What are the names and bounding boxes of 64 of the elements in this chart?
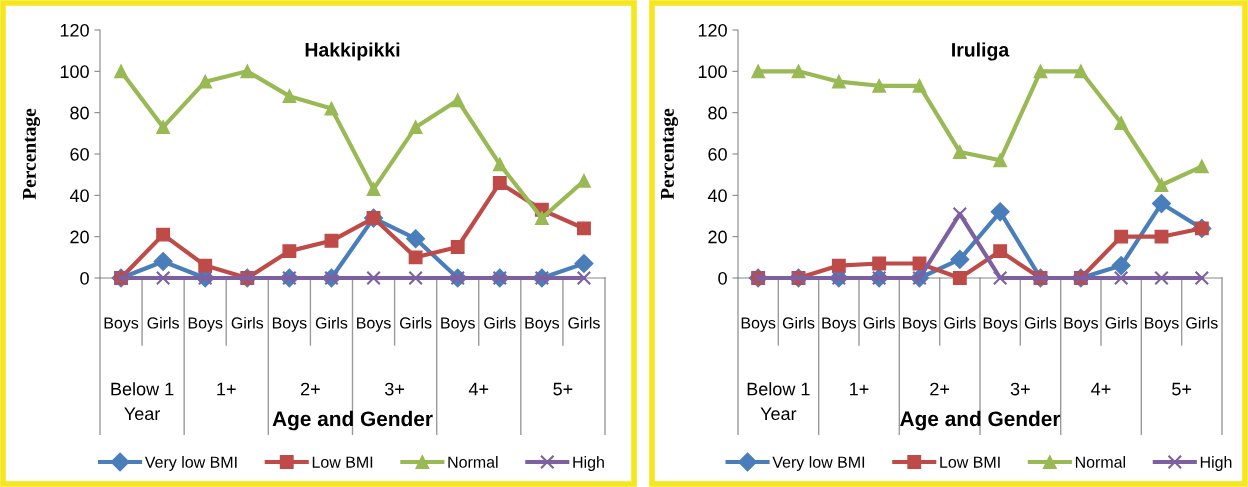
x-tick-label: Girls — [782, 316, 815, 329]
text: Hakkipikki — [305, 42, 400, 61]
y-tick-label: 100 — [698, 65, 727, 79]
text: 4+ — [1091, 382, 1111, 396]
x-tick-label: Girls — [1186, 316, 1218, 329]
legend-label: Low BMI — [312, 456, 373, 468]
x-tick-label: Boys — [188, 317, 223, 332]
text: Below 1 Year — [111, 382, 174, 421]
y-tick-label: 80 — [708, 106, 727, 120]
text: 1+ — [217, 382, 236, 396]
x-tick-label: Girls — [147, 316, 179, 329]
x-tick-label: Boys — [525, 317, 560, 332]
x-tick-label: Girls — [944, 316, 976, 329]
x-tick-label: Boys — [903, 317, 937, 332]
legend-label: Low BMI — [940, 456, 1000, 468]
x-tick-label: Girls — [484, 316, 516, 329]
legend-label: High — [1200, 456, 1232, 471]
y-tick-label: 60 — [708, 147, 727, 161]
text: Iruliga — [952, 42, 1010, 61]
y-tick-label: 0 — [718, 271, 727, 285]
y-tick-label: 20 — [70, 230, 89, 244]
x-tick-label: Boys — [741, 317, 776, 332]
y-tick-label: 40 — [707, 189, 727, 203]
x-tick-label: Boys — [822, 317, 857, 332]
text: 5+ — [1172, 382, 1192, 396]
x-tick-label: Girls — [400, 316, 432, 329]
y-axis-title: Percentage — [22, 108, 41, 200]
x-tick-label: Boys — [357, 317, 391, 332]
y-tick-label: 100 — [60, 65, 89, 79]
text: Below 1 Year — [747, 382, 810, 421]
y-tick-label: 60 — [70, 147, 89, 161]
text: 2+ — [930, 382, 950, 396]
legend-label: Very low BMI — [772, 456, 865, 471]
y-tick-label: 120 — [60, 23, 89, 37]
y-tick-label: 20 — [708, 230, 727, 244]
text: 4+ — [468, 382, 489, 396]
x-tick-label: Girls — [231, 316, 264, 329]
legend-label: Very low BMI — [144, 456, 237, 471]
x-tick-label: Girls — [568, 316, 600, 329]
x-tick-label: Boys — [1145, 317, 1179, 332]
legend-label: Normal — [1075, 456, 1126, 468]
legend-label: High — [573, 456, 604, 471]
text: 3+ — [384, 382, 404, 396]
x-tick-label: Boys — [1064, 317, 1099, 332]
text: 3+ — [1010, 382, 1030, 396]
x-tick-label: Boys — [983, 317, 1018, 332]
x-axis-title: Age and Gender — [900, 410, 1061, 431]
x-tick-label: Girls — [863, 316, 895, 329]
y-tick-label: 120 — [698, 23, 727, 37]
text: 1+ — [850, 382, 869, 396]
x-tick-label: Girls — [315, 316, 348, 329]
legend-label: Normal — [448, 456, 498, 468]
x-tick-label: Girls — [1024, 316, 1057, 329]
y-axis-title: Percentage — [660, 108, 679, 200]
x-tick-label: Boys — [272, 317, 307, 332]
x-axis-title: Age and Gender — [272, 410, 433, 431]
y-tick-label: 40 — [69, 189, 89, 203]
x-tick-label: Boys — [441, 317, 475, 332]
y-tick-label: 0 — [80, 271, 89, 285]
x-tick-label: Boys — [104, 317, 139, 332]
text: 2+ — [301, 382, 320, 396]
x-tick-label: Girls — [1105, 316, 1137, 329]
text: 5+ — [553, 382, 573, 396]
y-tick-label: 80 — [70, 106, 89, 120]
